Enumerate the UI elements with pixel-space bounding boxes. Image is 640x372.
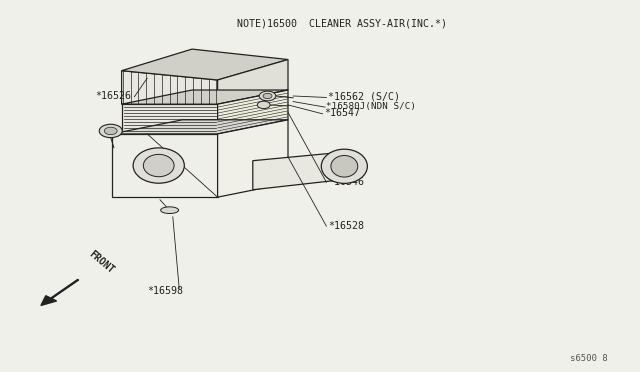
Text: *16526: *16526 xyxy=(95,90,131,100)
Text: *16546: *16546 xyxy=(328,177,364,187)
Polygon shape xyxy=(112,120,288,134)
Circle shape xyxy=(99,124,122,138)
FancyArrow shape xyxy=(41,279,79,305)
Text: s6500 8: s6500 8 xyxy=(570,354,608,363)
Text: FRONT: FRONT xyxy=(86,249,115,275)
Ellipse shape xyxy=(133,148,184,183)
Text: *16547: *16547 xyxy=(324,108,360,118)
Polygon shape xyxy=(218,120,288,197)
Circle shape xyxy=(257,101,270,109)
Ellipse shape xyxy=(321,149,367,183)
Ellipse shape xyxy=(143,154,174,177)
Polygon shape xyxy=(218,90,288,134)
Polygon shape xyxy=(122,104,218,134)
Polygon shape xyxy=(112,134,218,197)
Polygon shape xyxy=(218,60,288,104)
Polygon shape xyxy=(253,153,339,190)
Circle shape xyxy=(259,91,276,101)
Text: *16562 (S/C): *16562 (S/C) xyxy=(328,91,399,101)
Circle shape xyxy=(263,93,272,99)
Ellipse shape xyxy=(161,207,179,214)
Ellipse shape xyxy=(331,155,358,177)
Polygon shape xyxy=(122,49,288,80)
Text: *16598: *16598 xyxy=(147,286,183,296)
Polygon shape xyxy=(122,90,288,104)
Text: *16528: *16528 xyxy=(328,221,364,231)
Text: *16580J(NDN S/C): *16580J(NDN S/C) xyxy=(326,102,417,111)
Circle shape xyxy=(104,127,117,135)
Text: NOTE)16500  CLEANER ASSY-AIR(INC.*): NOTE)16500 CLEANER ASSY-AIR(INC.*) xyxy=(237,18,447,28)
Polygon shape xyxy=(122,71,218,104)
